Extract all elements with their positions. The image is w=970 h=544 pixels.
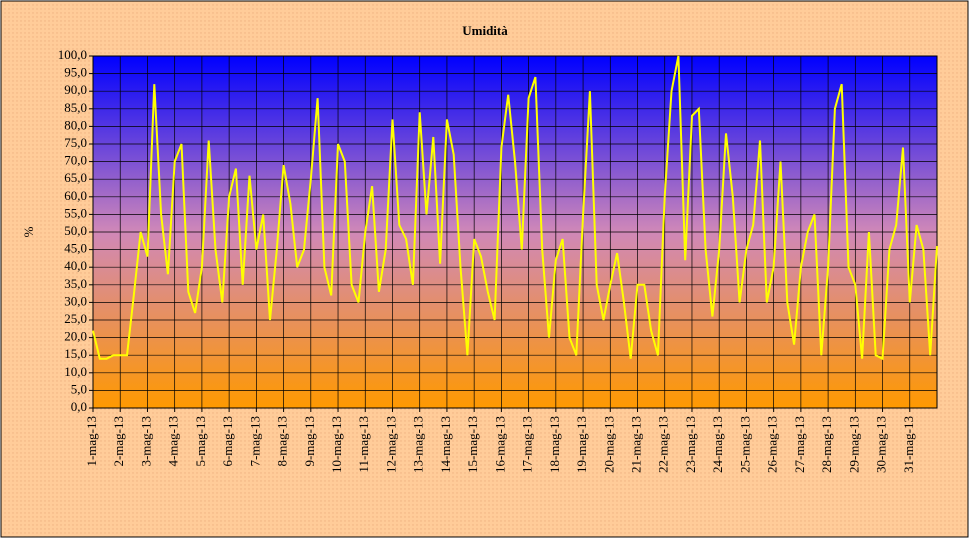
x-tick-label: 15-mag-13 — [465, 416, 480, 473]
x-tick-label: 12-mag-13 — [383, 416, 398, 473]
y-tick-label: 60,0 — [64, 188, 87, 203]
x-tick-label: 18-mag-13 — [547, 416, 562, 473]
y-tick-label: 0,0 — [71, 399, 87, 414]
y-axis-label: % — [21, 226, 36, 237]
x-tick-label: 31-mag-13 — [901, 416, 916, 473]
x-tick-label: 9-mag-13 — [302, 416, 317, 467]
x-tick-label: 10-mag-13 — [329, 416, 344, 473]
y-tick-label: 75,0 — [64, 135, 87, 150]
y-tick-label: 15,0 — [64, 346, 87, 361]
x-tick-label: 17-mag-13 — [520, 416, 535, 473]
y-tick-label: 85,0 — [64, 100, 87, 115]
x-tick-label: 21-mag-13 — [629, 416, 644, 473]
y-tick-label: 65,0 — [64, 170, 87, 185]
x-tick-label: 27-mag-13 — [792, 416, 807, 473]
chart-title: Umidità — [462, 23, 508, 38]
x-tick-label: 14-mag-13 — [438, 416, 453, 473]
x-tick-label: 3-mag-13 — [138, 416, 153, 467]
y-tick-label: 100,0 — [58, 47, 87, 62]
x-tick-label: 13-mag-13 — [411, 416, 426, 473]
x-tick-label: 1-mag-13 — [84, 416, 99, 467]
x-tick-label: 20-mag-13 — [601, 416, 616, 473]
x-tick-label: 26-mag-13 — [765, 416, 780, 473]
y-tick-label: 25,0 — [64, 311, 87, 326]
x-tick-label: 2-mag-13 — [111, 416, 126, 467]
y-tick-label: 35,0 — [64, 276, 87, 291]
y-tick-label: 5,0 — [71, 381, 87, 396]
x-tick-label: 24-mag-13 — [710, 416, 725, 473]
y-tick-label: 70,0 — [64, 153, 87, 168]
x-tick-label: 6-mag-13 — [220, 416, 235, 467]
x-tick-label: 5-mag-13 — [193, 416, 208, 467]
x-tick-label: 30-mag-13 — [874, 416, 889, 473]
y-tick-label: 55,0 — [64, 205, 87, 220]
y-tick-label: 30,0 — [64, 293, 87, 308]
x-tick-label: 28-mag-13 — [819, 416, 834, 473]
x-tick-label: 23-mag-13 — [683, 416, 698, 473]
y-tick-label: 95,0 — [64, 65, 87, 80]
y-tick-label: 50,0 — [64, 223, 87, 238]
plot-frame — [92, 55, 938, 409]
data-line — [92, 55, 938, 361]
y-tick-label: 10,0 — [64, 364, 87, 379]
x-tick-label: 19-mag-13 — [574, 416, 589, 473]
x-tick-label: 7-mag-13 — [247, 416, 262, 467]
x-tick-label: 29-mag-13 — [846, 416, 861, 473]
x-tick-label: 8-mag-13 — [275, 416, 290, 467]
x-tick-label: 22-mag-13 — [656, 416, 671, 473]
x-tick-label: 16-mag-13 — [492, 416, 507, 473]
y-tick-label: 90,0 — [64, 82, 87, 97]
y-tick-label: 40,0 — [64, 258, 87, 273]
y-tick-label: 80,0 — [64, 117, 87, 132]
x-tick-label: 4-mag-13 — [166, 416, 181, 467]
x-tick-label: 11-mag-13 — [356, 416, 371, 473]
x-tick-label: 25-mag-13 — [737, 416, 752, 473]
y-tick-label: 45,0 — [64, 241, 87, 256]
y-tick-label: 20,0 — [64, 329, 87, 344]
